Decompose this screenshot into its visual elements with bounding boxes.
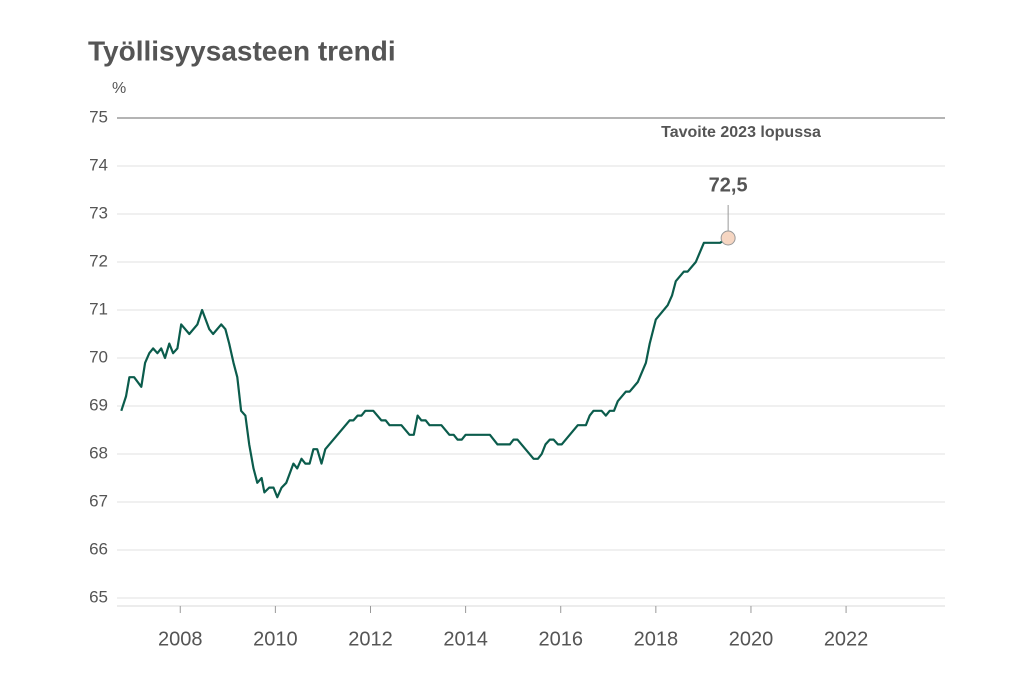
y-tick-label: 72 — [89, 251, 108, 270]
x-tick-label: 2016 — [538, 628, 583, 650]
x-tick-label: 2008 — [158, 628, 203, 650]
x-tick-label: 2018 — [634, 628, 679, 650]
y-tick-label: 74 — [89, 155, 108, 174]
marker-point — [720, 230, 736, 246]
marker-label: 72,5 — [709, 174, 748, 196]
x-tick-label: 2012 — [348, 628, 393, 650]
x-tick-label: 2010 — [253, 628, 298, 650]
y-axis-label: % — [112, 80, 126, 97]
y-tick-label: 71 — [89, 299, 108, 318]
target-label: Tavoite 2023 lopussa — [661, 124, 821, 141]
x-tick-label: 2020 — [729, 628, 774, 650]
y-tick-label: 66 — [89, 539, 108, 558]
data-line — [120, 237, 729, 499]
chart-title: Työllisyysasteen trendi — [88, 35, 396, 66]
x-tick-label: 2022 — [824, 628, 869, 650]
y-tick-label: 75 — [89, 107, 108, 126]
y-tick-label: 65 — [89, 587, 108, 606]
y-tick-label: 70 — [89, 347, 108, 366]
y-tick-label: 68 — [89, 443, 108, 462]
y-tick-label: 67 — [89, 491, 108, 510]
y-tick-label: 73 — [89, 203, 108, 222]
y-tick-label: 69 — [89, 395, 108, 414]
x-tick-label: 2014 — [443, 628, 488, 650]
